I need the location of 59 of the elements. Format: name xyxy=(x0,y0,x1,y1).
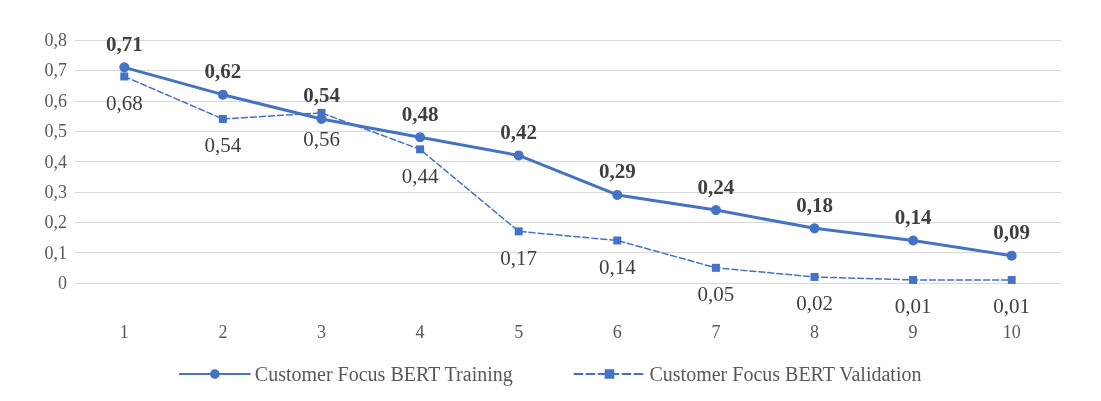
data-label: 0,42 xyxy=(500,119,538,144)
y-tick-label: 0,3 xyxy=(44,181,67,202)
x-tick-label: 8 xyxy=(810,322,819,342)
y-tick-label: 0,1 xyxy=(44,242,67,263)
y-tick-label: 0 xyxy=(58,273,67,293)
data-label: 0,14 xyxy=(598,254,637,279)
y-tick-label: 0,8 xyxy=(44,30,67,50)
data-label: 0,01 xyxy=(993,294,1031,319)
point xyxy=(514,227,523,236)
x-tick-label: 2 xyxy=(218,322,228,342)
data-label: 0,44 xyxy=(401,163,439,188)
data-label: 0,02 xyxy=(796,291,833,316)
data-label: 0,05 xyxy=(697,282,735,307)
data-label: 0,29 xyxy=(598,159,636,184)
point xyxy=(909,275,918,284)
point xyxy=(908,235,919,246)
point xyxy=(1006,250,1017,261)
point xyxy=(612,189,623,200)
point xyxy=(710,205,721,216)
legend-label: Customer Focus BERT Training xyxy=(254,363,513,386)
data-label: 0,18 xyxy=(796,192,833,217)
x-tick-label: 1 xyxy=(119,322,129,342)
x-tick-label: 5 xyxy=(514,322,524,342)
x-tick-label: 7 xyxy=(711,322,721,342)
data-label: 0,01 xyxy=(894,294,932,319)
x-tick-label: 6 xyxy=(612,322,622,342)
point xyxy=(711,263,720,272)
legend-label: Customer Focus BERT Validation xyxy=(649,363,922,385)
data-label: 0,54 xyxy=(303,83,341,108)
y-tick-label: 0,6 xyxy=(44,90,67,111)
point xyxy=(513,150,524,161)
point xyxy=(1007,275,1016,284)
y-tick-label: 0,2 xyxy=(44,212,67,233)
point xyxy=(120,72,129,81)
point xyxy=(809,223,820,234)
point xyxy=(218,114,227,123)
data-label: 0,48 xyxy=(401,101,439,126)
point xyxy=(810,272,819,281)
x-tick-label: 4 xyxy=(415,322,425,342)
data-label: 0,68 xyxy=(105,90,143,115)
point xyxy=(217,89,228,100)
point xyxy=(416,145,425,154)
y-tick-label: 0,5 xyxy=(44,121,67,142)
data-label: 0,14 xyxy=(894,204,932,229)
point xyxy=(415,132,426,143)
point xyxy=(119,62,130,73)
point xyxy=(613,236,622,245)
data-label: 0,56 xyxy=(303,127,340,152)
data-label: 0,71 xyxy=(105,31,143,56)
data-label: 0,17 xyxy=(500,245,538,270)
y-tick-label: 0,4 xyxy=(44,151,67,172)
y-tick-label: 0,7 xyxy=(44,60,67,81)
data-label: 0,54 xyxy=(204,133,242,158)
data-label: 0,62 xyxy=(204,59,242,84)
x-tick-label: 3 xyxy=(317,322,326,342)
data-label: 0,24 xyxy=(697,174,735,199)
data-label: 0,09 xyxy=(993,220,1031,245)
x-tick-label: 9 xyxy=(908,322,918,342)
x-tick-label: 10 xyxy=(1002,322,1021,342)
